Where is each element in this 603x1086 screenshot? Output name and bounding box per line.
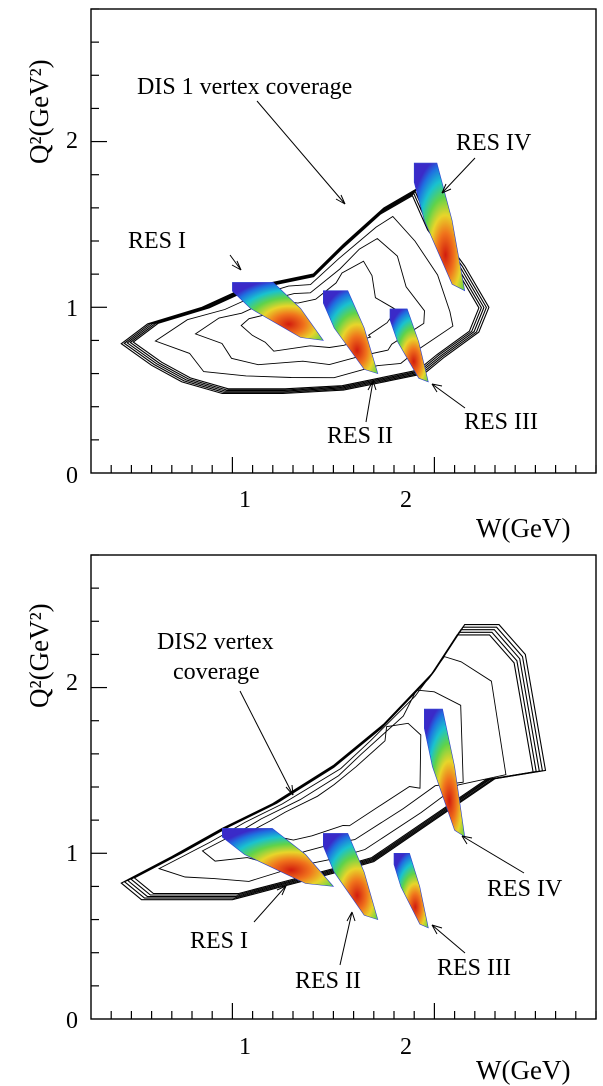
top-resonance-blobs: [232, 162, 466, 383]
top-panel: 2 1 0 1 2 W(GeV) Q²(GeV²) DIS 1 vertex c…: [24, 8, 597, 543]
top-y-axis-title: Q²(GeV²): [24, 59, 54, 164]
bottom-resonance-blobs: [222, 708, 466, 929]
top-x-axis-title: W(GeV): [476, 513, 570, 543]
bottom-resonance-blob: [393, 853, 429, 929]
top-annotation-res4: RES IV: [456, 130, 532, 156]
bottom-ytick-label: 1: [66, 841, 78, 867]
top-xtick-label: 1: [239, 487, 251, 513]
top-coverage-contour: [240, 260, 397, 352]
bottom-annotation-dis2-line2: coverage: [173, 659, 260, 685]
top-annotation-res1: RES I: [128, 228, 186, 254]
bottom-annotation-res1: RES I: [190, 928, 248, 954]
bottom-coverage-contours: [120, 624, 547, 901]
bottom-resonance-blob: [424, 708, 466, 838]
bottom-ytick-label: 0: [66, 1008, 78, 1034]
bottom-annotation-res4: RES IV: [487, 876, 563, 902]
bottom-annotation-res2: RES II: [295, 968, 361, 994]
bottom-y-axis-title: Q²(GeV²): [24, 603, 54, 708]
top-resonance-blob: [389, 308, 429, 383]
top-xtick-label: 2: [400, 487, 412, 513]
top-resonance-blob: [323, 290, 379, 375]
top-annotation-arrows: [229, 100, 476, 423]
bottom-resonance-blob: [222, 828, 335, 887]
bottom-resonance-blob: [323, 833, 379, 921]
bottom-xtick-label: 1: [239, 1034, 251, 1060]
bottom-coverage-contour: [249, 722, 422, 843]
top-resonance-blob: [413, 162, 466, 292]
top-annotation-res2: RES II: [327, 423, 393, 449]
top-ytick-label: 1: [66, 296, 78, 322]
bottom-ticks: [91, 554, 597, 1019]
top-ticks: [91, 8, 597, 473]
bottom-annotation-res3: RES III: [437, 955, 511, 981]
bottom-coverage-contour: [133, 634, 534, 895]
bottom-panel: 2 1 0 1 2 W(GeV) Q²(GeV²) DIS2 vertex co…: [24, 554, 597, 1085]
top-annotation-res3: RES III: [464, 409, 538, 435]
bottom-x-axis-title: W(GeV): [476, 1055, 570, 1085]
bottom-annotation-dis2-line1: DIS2 vertex: [157, 629, 274, 655]
bottom-annotation-arrows: [239, 690, 525, 966]
top-resonance-blob: [232, 282, 324, 341]
top-ytick-label: 0: [66, 463, 78, 489]
bottom-xtick-label: 2: [400, 1034, 412, 1060]
top-ytick-label: 2: [66, 128, 78, 154]
bottom-coverage-contour: [157, 656, 507, 882]
bottom-ytick-label: 2: [66, 670, 78, 696]
top-annotation-dis1: DIS 1 vertex coverage: [137, 74, 352, 100]
